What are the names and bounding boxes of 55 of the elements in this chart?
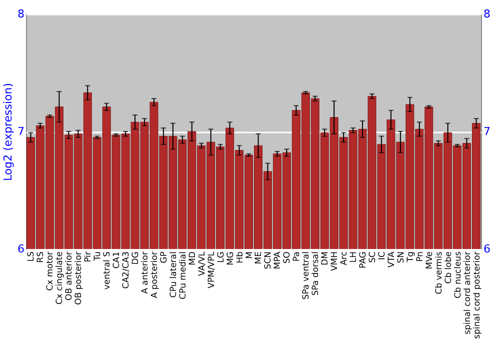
x-tick-label: A posterior [150, 250, 160, 298]
x-tick-label: Cb lobe [444, 252, 454, 284]
x-tick-label: A anterior [140, 251, 150, 294]
y2-tick-label: 6 [484, 242, 490, 256]
x-tick-label: MG [226, 252, 236, 266]
x-tick-label: Cb vermis [434, 250, 444, 294]
x-tick-label: DG [131, 252, 142, 265]
x-tick-label: SPa dorsal [311, 252, 322, 296]
y-tick-label: 7 [18, 125, 24, 138]
x-tick-label: SC [368, 251, 378, 263]
y2-tick-label: 7 [484, 125, 490, 138]
x-tick-label: MD [188, 251, 198, 266]
y2-tick-label: 8 [484, 8, 490, 20]
x-tick-label: OB anterior [64, 251, 75, 300]
x-tick-label: SN [396, 252, 406, 264]
x-tick-label: VTA [386, 251, 397, 268]
x-tick-label: Hb [235, 252, 246, 264]
x-tick-label: spinal cord posterior [472, 251, 482, 339]
x-tick-label: IC [377, 251, 388, 260]
x-tick-label: Pir [84, 250, 94, 262]
x-tick-label: ME [254, 252, 264, 264]
x-tick-label: LH [349, 252, 360, 263]
x-tick-label: DM [320, 252, 331, 266]
x-tick-label: CA2/CA3 [122, 252, 132, 289]
x-tick-label: VA/VL [197, 251, 208, 276]
x-tick-label: RS [36, 252, 46, 263]
x-tick-label: LS [26, 252, 37, 262]
x-tick-label: Cb nucleus [453, 250, 464, 298]
x-tick-label: VPM/VPL [206, 251, 217, 288]
x-tick-label: Arc [340, 251, 350, 266]
x-tick-label: LG [216, 252, 226, 263]
x-tick-label: SPa ventral [302, 252, 312, 300]
x-tick-label: PAG [358, 252, 369, 268]
x-tick-label: CPu medial [178, 252, 188, 300]
x-tick-label: Tu [93, 252, 104, 262]
x-tick-label: SCN [264, 252, 274, 270]
y-tick-label: 6 [18, 242, 24, 256]
x-tick-label: CA1 [112, 252, 122, 269]
x-tick-label: MPA [273, 251, 284, 270]
x-tick-label: Cx cingulate [55, 252, 66, 305]
x-tick-label: Cx motor [46, 251, 56, 291]
x-tick-label: ventral S [102, 252, 113, 290]
x-tick-label: CPu lateral [168, 252, 179, 298]
x-tick-label: SO [282, 251, 293, 264]
x-tick-label: GP [159, 252, 170, 264]
x-tick-label: Pn [415, 252, 426, 262]
x-tick-label: VMH [330, 252, 340, 272]
x-tick-label: spinal cord anterior [462, 251, 473, 334]
y-axis-title: Log2 (expression) [2, 82, 14, 182]
x-tick-label: Tg [406, 252, 416, 264]
x-tick-label: M [244, 252, 255, 259]
x-tick-label: MVe [424, 252, 435, 270]
y-tick-label: 8 [18, 8, 24, 20]
x-tick-label: Pa [292, 252, 302, 262]
x-tick-label: OB posterior [74, 251, 84, 305]
